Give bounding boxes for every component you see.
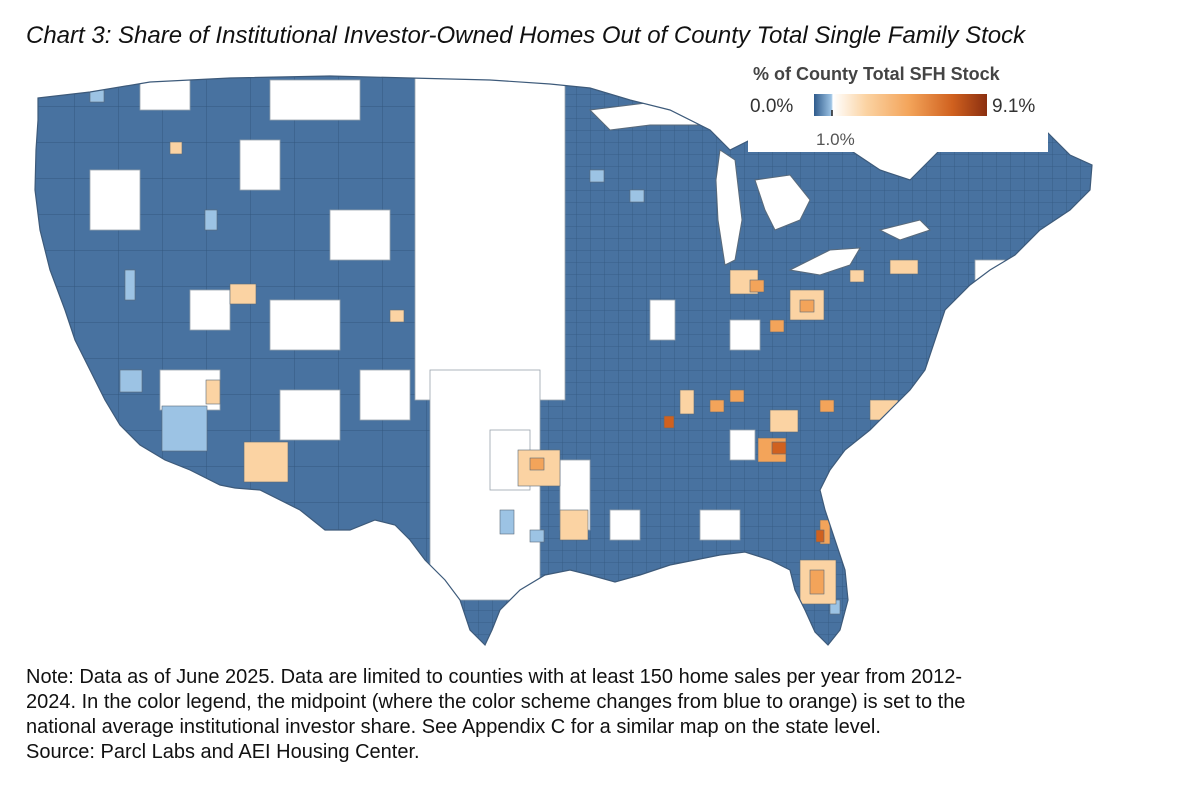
map-fill bbox=[35, 76, 1092, 645]
dark-orange-counties bbox=[663, 415, 825, 543]
light-blue-counties bbox=[89, 89, 841, 615]
note-line-1: Note: Data as of June 2025. Data are lim… bbox=[26, 666, 963, 688]
light-orange-counties bbox=[169, 141, 919, 605]
orange-counties bbox=[529, 279, 835, 595]
legend-max-label: 9.1% bbox=[992, 96, 1036, 117]
note-line-3: national average institutional investor … bbox=[26, 716, 881, 738]
note-line-2: 2024. In the color legend, the midpoint … bbox=[26, 691, 966, 713]
legend-title: % of County Total SFH Stock bbox=[753, 64, 1000, 84]
legend-color-bar bbox=[814, 94, 987, 116]
legend-mid-label: 1.0% bbox=[816, 130, 855, 149]
us-county-map bbox=[30, 70, 1100, 650]
legend-min-label: 0.0% bbox=[750, 96, 794, 117]
map-svg bbox=[34, 75, 1093, 646]
chart-title: Chart 3: Share of Institutional Investor… bbox=[26, 22, 1026, 49]
footnote: Note: Data as of June 2025. Data are lim… bbox=[26, 665, 1176, 765]
source-line: Source: Parcl Labs and AEI Housing Cente… bbox=[26, 741, 420, 763]
color-legend: % of County Total SFH Stock 0.0% 9.1% 1.… bbox=[748, 60, 1048, 152]
